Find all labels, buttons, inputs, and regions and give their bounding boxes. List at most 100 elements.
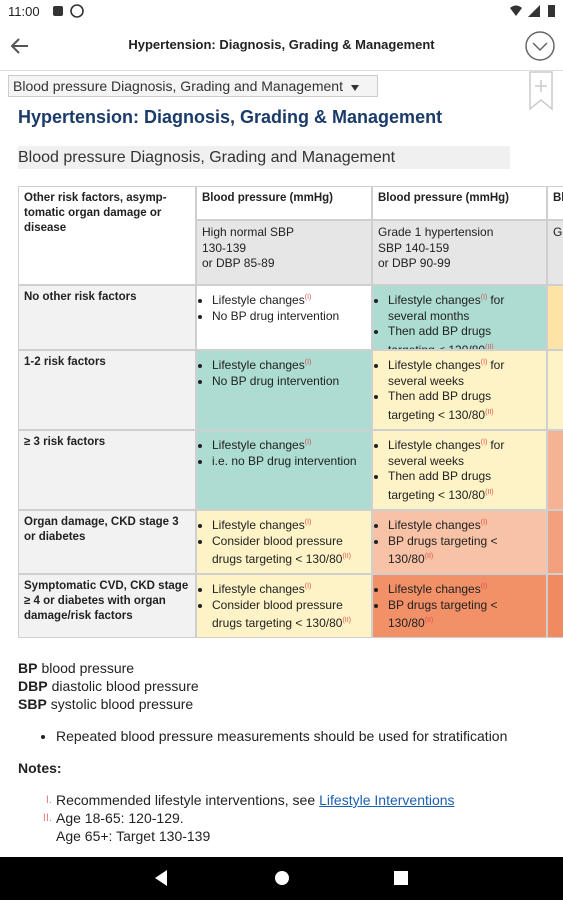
item-text: Lifestyle changes [388,293,481,307]
cell-item: BP drugs targeting < 130/80(II) [388,598,541,632]
cell-item: Lifestyle changes(I) [388,515,541,534]
status-bar: 11:00 [0,0,563,22]
table-cell: Lifestyle changes(I)for several weeksThe… [372,430,547,510]
item-text: for several weeks [388,358,505,388]
back-button[interactable] [8,34,32,58]
cell-item: Lifestyle changes(I) [212,579,366,598]
table-cell: Lifestyle changes(I)BP drugs targeting <… [372,510,547,574]
clock: 11:00 [8,4,40,19]
item-text: Lifestyle changes [212,438,305,452]
bookmark-button[interactable] [528,71,554,111]
note-ref[interactable]: (II) [485,488,494,496]
note-ref[interactable]: (II) [485,343,494,350]
status-icons [53,4,84,18]
item-text: Lifestyle changes [212,582,305,596]
item-text: Lifestyle changes [388,438,481,452]
cell-list: Lifestyle changes(I)for several weeksThe… [378,355,541,423]
header-subcell: Grade 1 hypertension SBP 140-159 or DBP 90… [372,220,547,285]
note-ref[interactable]: (I) [304,359,312,366]
cell-item: Consider blood pressure drugs targeting … [212,598,366,632]
header-sub-line: or DBP 85-89 [202,256,275,270]
abbreviation-term: DBP [18,678,48,694]
abbreviation-meaning: diastolic blood pressure [51,678,199,694]
table-cell: Lifestyle changes(I)Consider blood press… [196,510,372,574]
table-cell: Lifestyle changes(I)No BP drug intervent… [196,350,372,430]
header-cell: Other risk factors, asymp-tomatic organ … [18,186,196,285]
abbreviation-term: SBP [18,696,47,712]
nav-recents[interactable] [394,871,408,885]
cell-item: Lifestyle changes(I)for several weeks [388,435,541,469]
note-ref[interactable]: (II) [424,617,434,624]
note-ref[interactable]: (I) [480,519,488,526]
dropdown-label: Blood pressure Diagnosis, Grading and Ma… [13,78,343,94]
app-bar: Hypertension: Diagnosis, Grading & Manag… [0,22,563,71]
cell-list: Lifestyle changes(I) i.e. no BP drug inte… [202,435,366,469]
cell-list: Lifestyle changes(I)for several monthsTh… [378,290,541,350]
navigation-bar [0,857,563,900]
note-ref[interactable]: (I) [480,294,488,301]
note-item: II. Age 18-65: 120-129. [18,809,548,827]
cell-item: Lifestyle changes(I)for several months [388,290,541,324]
nav-home[interactable] [275,871,289,885]
note-item: I. Recommended lifestyle interventions, s… [18,791,548,809]
table-cell [547,350,563,430]
note-item: Age 65+: Target 130-139 [18,827,548,845]
cell-item: i.e. no BP drug intervention [212,454,366,470]
item-text: for several months [388,293,505,323]
nav-back[interactable] [155,870,167,886]
header-sub-line: Grade 1 hypertension [378,225,494,239]
row-label: Organ damage, CKD stage 3 or diabetes [18,510,196,574]
bullet-item: Repeated blood pressure measurements sho… [56,727,548,745]
cell-item: Lifestyle changes(I) [212,290,366,309]
header-cell: Blood pressure (mmHg) [372,186,547,220]
item-text: Lifestyle changes [212,293,305,307]
note-ref[interactable]: (II) [485,408,494,416]
header-cell: Bl [547,186,563,220]
bullet-list: Repeated blood pressure measurements sho… [18,727,548,745]
note-ref[interactable]: (II) [342,617,351,624]
cell-list: Lifestyle changes(I)Consider blood press… [202,515,366,568]
cell-item: Then add BP drugs targeting < 130/80(II) [388,324,541,350]
menu-button[interactable] [524,30,556,62]
cell-list: Lifestyle changes(I)for several weeksThe… [378,435,541,503]
cell-list: Lifestyle changes(I) BP drugs targeting <… [378,579,541,632]
cell-item: Lifestyle changes(I) [212,355,366,374]
notes-title: Notes: [18,760,62,776]
section-dropdown[interactable]: Blood pressure Diagnosis, Grading and Ma… [8,75,378,97]
cell-item: Lifestyle changes(I)for several weeks [388,355,541,389]
table-cell [547,285,563,350]
note-text: Recommended lifestyle interventions, see [56,792,316,808]
cell-item: Lifestyle changes(I) [212,515,366,534]
abbreviation: DBP diastolic blood pressure [18,677,548,695]
item-text: BP drugs targeting < 130/80 [388,533,498,567]
note-ref[interactable]: (I) [480,583,488,590]
abbreviation: SBP systolic blood pressure [18,695,548,713]
table-cell: Lifestyle changes(I) i.e. no BP drug inte… [196,430,372,510]
note-marker: II. [42,812,52,824]
cell-list: Lifestyle changes(I)BP drugs targeting <… [378,515,541,568]
table-cell [547,510,563,574]
item-text: for several weeks [388,438,505,468]
note-ref[interactable]: (I) [304,294,312,301]
cell-item: No BP drug intervention [212,374,366,390]
note-ref[interactable]: (I) [304,583,312,590]
note-ref[interactable]: (I) [304,519,312,526]
item-text: i.e. no BP drug intervention [212,453,357,468]
item-text: Lifestyle changes [212,518,305,532]
note-ref[interactable]: (I) [480,359,488,366]
cell-item: Then add BP drugs targeting < 130/80(II) [388,389,541,423]
note-ref[interactable]: (I) [480,439,488,446]
table-cell: Lifestyle changes(I) BP drugs targeting <… [372,574,547,638]
note-ref[interactable]: (II) [424,553,434,560]
cell-item: Then add BP drugs targeting < 130/80(II) [388,469,541,503]
item-text: Lifestyle changes [388,582,481,596]
note-marker: I. [45,794,52,806]
item-text: Lifestyle changes [388,358,481,372]
note-ref[interactable]: (I) [304,439,312,446]
item-text: No BP drug intervention [212,308,340,323]
abbreviation-term: BP [18,660,38,676]
cell-list: Lifestyle changes(I)No BP drug intervent… [202,355,366,389]
header-sub-line: SBP 140-159 [378,240,450,255]
note-link[interactable]: Lifestyle Interventions [319,792,455,808]
note-ref[interactable]: (II) [342,553,351,560]
